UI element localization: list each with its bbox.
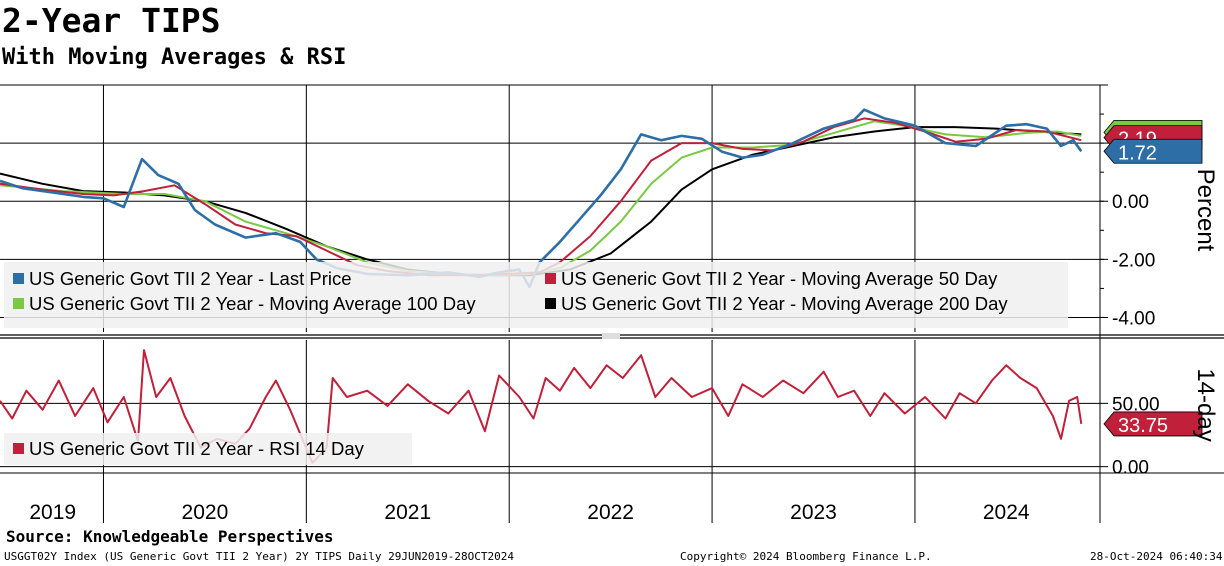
value-tag-label: 1.72 [1118, 142, 1157, 164]
series-rsi-line [0, 349, 1083, 464]
rsi-legend-box [4, 433, 412, 465]
source-note: Source: Knowledgeable Perspectives [6, 527, 334, 546]
price-tick-label: -4.00 [1112, 308, 1155, 329]
legend-swatch-ma100 [13, 298, 24, 309]
legend-swatch-last [13, 273, 24, 284]
x-year-label: 2021 [384, 501, 431, 524]
value-tag-last: 1.72 [1103, 138, 1203, 164]
value-tag-rsi: 33.75 [1103, 411, 1203, 437]
axis-layer: 0.00-2.00-4.0050.000.002.372.191.7233.75… [29, 84, 1219, 524]
price-tick-label: 0.00 [1112, 192, 1149, 213]
series-ma50-line [0, 117, 1082, 277]
legend-swatch-rsi [13, 443, 24, 454]
series-last-line [0, 108, 1083, 289]
footer-copyright: Copyright© 2024 Bloomberg Finance L.P. [680, 550, 932, 563]
x-year-label: 2020 [182, 501, 229, 524]
legend-label-ma50: US Generic Govt TII 2 Year - Moving Aver… [561, 268, 998, 289]
value-tag-box [1103, 138, 1203, 164]
x-year-label: 2022 [587, 501, 634, 524]
rsi-axis-title: 14-day [1192, 368, 1219, 441]
legend-swatch-ma200 [545, 298, 556, 309]
x-year-label: 2019 [29, 501, 76, 524]
chart-subtitle: With Moving Averages & RSI [2, 45, 347, 70]
rsi-tick-label: 0.00 [1112, 458, 1149, 479]
legend-layer: US Generic Govt TII 2 Year - Last Price U… [4, 262, 1068, 465]
value-tag-box [1103, 411, 1203, 437]
price-tick-label: -2.00 [1112, 250, 1155, 271]
legend-label-ma200: US Generic Govt TII 2 Year - Moving Aver… [561, 293, 1008, 314]
legend-label-rsi: US Generic Govt TII 2 Year - RSI 14 Day [29, 438, 365, 459]
panel-splitter-handle [602, 333, 620, 339]
legend-label-last: US Generic Govt TII 2 Year - Last Price [29, 268, 352, 289]
x-year-label: 2023 [790, 501, 837, 524]
rsi-tick-label: 50.00 [1112, 394, 1160, 415]
value-tag-label: 33.75 [1118, 415, 1168, 437]
legend-swatch-ma50 [545, 273, 556, 284]
series-ma100-line [0, 120, 1082, 277]
price-axis-title: Percent [1192, 169, 1219, 252]
chart-title: 2-Year TIPS [2, 1, 221, 40]
footer-timestamp: 28-Oct-2024 06:40:34 [1090, 550, 1223, 563]
legend-label-ma100: US Generic Govt TII 2 Year - Moving Aver… [29, 293, 476, 314]
x-year-label: 2024 [983, 501, 1030, 524]
price-legend-box [4, 262, 1068, 328]
footer-ticker: USGGT02Y Index (US Generic Govt TII 2 Ye… [4, 550, 514, 563]
